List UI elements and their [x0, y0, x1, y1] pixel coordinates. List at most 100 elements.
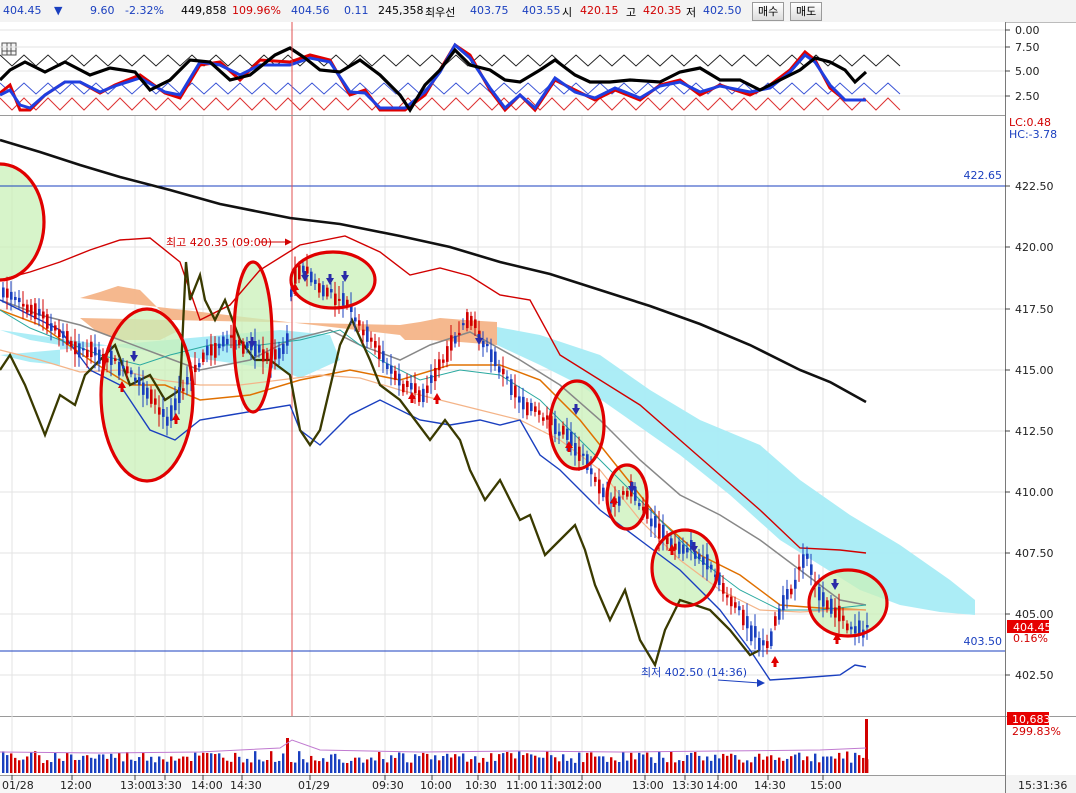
volume-bar	[238, 756, 241, 773]
buy-signal-arrow	[118, 381, 126, 392]
volume-bar	[34, 751, 37, 773]
volume-bar	[522, 755, 525, 773]
candle-body	[866, 625, 869, 628]
time-tick: 14:30	[230, 779, 262, 792]
volume-bar	[590, 752, 593, 773]
volume-bar	[542, 757, 545, 773]
clock: 15:31:36	[1018, 779, 1067, 792]
oscillator-tick: 0.00	[1015, 24, 1040, 37]
volume-bar	[126, 752, 129, 773]
volume-bar	[150, 756, 153, 773]
low-label: 저	[686, 6, 697, 19]
volume-bar	[374, 760, 377, 773]
candle-body	[730, 596, 733, 607]
volume-bar	[310, 755, 313, 773]
candle-body	[742, 609, 745, 626]
time-tick: 13:00	[120, 779, 152, 792]
candle-body	[718, 572, 721, 586]
candle-body	[690, 540, 693, 550]
candle-body	[246, 342, 249, 349]
candle-body	[838, 605, 841, 622]
candle-body	[766, 641, 769, 649]
candle-body	[390, 365, 393, 374]
current-price: 404.45	[3, 4, 42, 17]
candle-body	[306, 266, 309, 274]
sell-button[interactable]: 매도	[790, 2, 823, 21]
time-tick: 14:30	[754, 779, 786, 792]
volume-bar	[282, 753, 285, 773]
candle-body	[562, 425, 565, 435]
candle-body	[762, 640, 765, 646]
volume-bar	[770, 755, 773, 773]
volume-bar	[106, 758, 109, 773]
volume-bar	[74, 760, 77, 773]
volume-bar	[570, 758, 573, 773]
candle-body	[818, 586, 821, 601]
volume-bar	[554, 757, 557, 773]
volume-bar	[578, 752, 581, 773]
low-value: 402.50	[703, 4, 742, 17]
candle-body	[666, 537, 669, 545]
candle-body	[202, 352, 205, 362]
volume-bar	[186, 756, 189, 773]
highlight-circle	[548, 379, 606, 471]
candle-body	[738, 606, 741, 611]
candle-body	[38, 308, 41, 316]
candle-body	[638, 503, 641, 507]
volume-bar	[694, 752, 697, 773]
candle-body	[66, 331, 69, 345]
candle-body	[446, 346, 449, 362]
volume-bar	[230, 761, 233, 773]
candle-body	[82, 348, 85, 351]
candle-body	[282, 344, 285, 354]
candle-body	[158, 407, 161, 415]
candle-body	[218, 343, 221, 349]
volume-bar	[798, 752, 801, 773]
candle-body	[458, 332, 461, 336]
time-tick: 14:00	[191, 779, 223, 792]
candle-body	[502, 368, 505, 375]
highlight-circle	[0, 162, 46, 282]
volume-pct-tag: 299.83%	[1012, 725, 1061, 738]
time-tick: 10:00	[420, 779, 452, 792]
chart-area: 최고 420.35 (09:00) 최저 402.50 (14:36) 422.…	[0, 22, 1076, 793]
candle-body	[2, 287, 5, 298]
high-value: 420.35	[643, 4, 682, 17]
volume-bar	[322, 758, 325, 773]
volume-bar	[354, 757, 357, 773]
candle-body	[274, 349, 277, 360]
price-tick: 405.00	[1015, 608, 1054, 621]
current-price-tag: 404.45	[1013, 621, 1052, 634]
candle-body	[642, 506, 645, 511]
candle-body	[334, 293, 337, 305]
volume-bar	[190, 761, 193, 773]
volume-bar	[418, 756, 421, 773]
volume-bar	[730, 753, 733, 773]
volume-bar	[674, 762, 677, 773]
sell-quote: 404.56	[291, 4, 330, 17]
volume-bar	[214, 754, 217, 773]
candle-body	[58, 329, 61, 338]
oscillator-blue	[0, 42, 866, 111]
candle-body	[846, 623, 849, 631]
volume-bar	[42, 762, 45, 773]
grid-menu-icon[interactable]	[1, 42, 17, 56]
candle-body	[326, 287, 329, 297]
candle-body	[646, 503, 649, 519]
time-tick: 01/28	[2, 779, 34, 792]
volume-bar	[454, 754, 457, 773]
candle-body	[46, 314, 49, 329]
volume-bar	[66, 752, 69, 773]
buy-button[interactable]: 매수	[752, 2, 785, 21]
time-tick: 14:00	[706, 779, 738, 792]
candle-body	[686, 547, 689, 553]
candle-body	[262, 349, 265, 362]
candle-body	[582, 453, 585, 456]
candle-body	[798, 566, 801, 570]
signal-arrows	[118, 271, 841, 667]
volume-bar	[510, 753, 513, 773]
volume-bar	[358, 757, 361, 773]
volume-bar	[218, 753, 221, 773]
buy-signal-arrow	[833, 633, 841, 644]
volume-bar	[334, 753, 337, 773]
